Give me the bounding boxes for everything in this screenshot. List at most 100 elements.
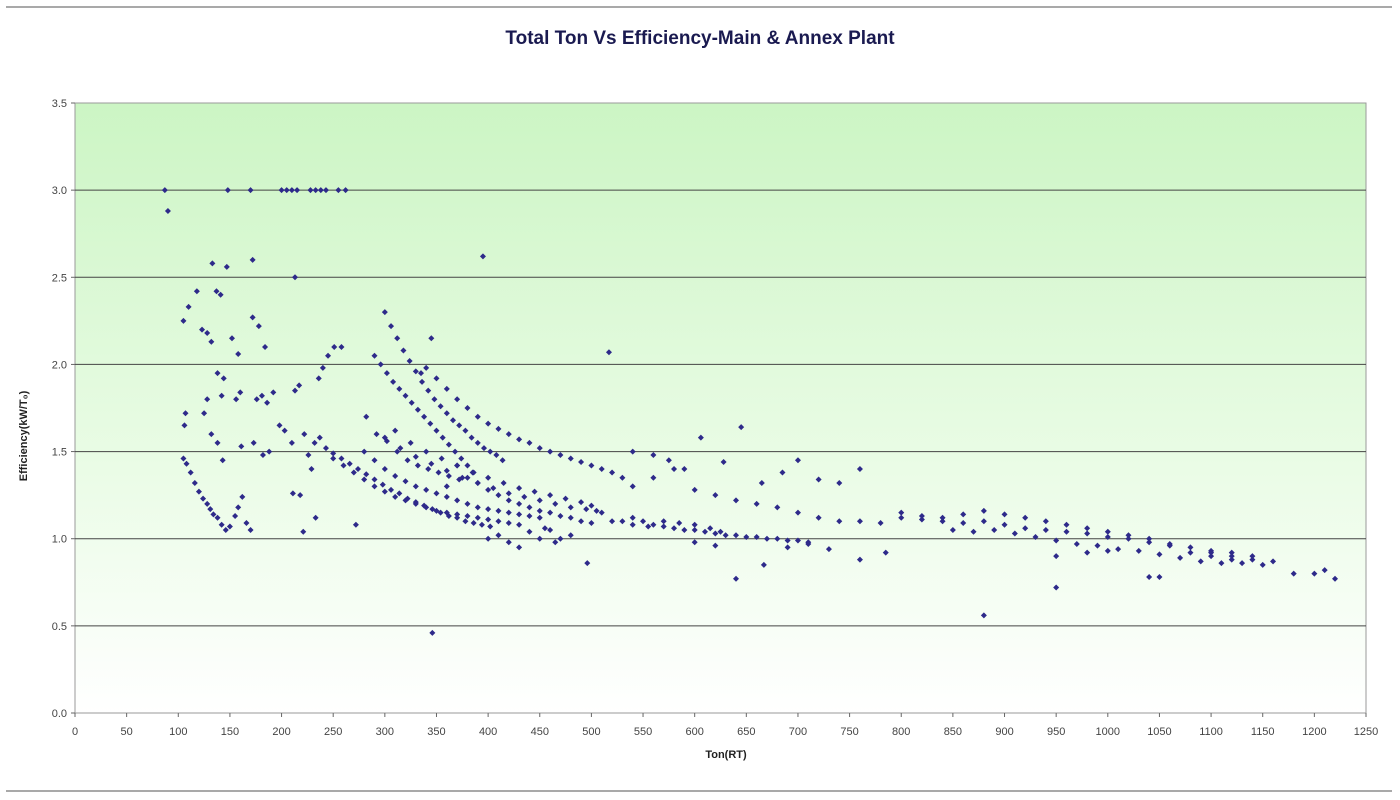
data-point bbox=[495, 518, 502, 525]
data-point bbox=[743, 533, 750, 540]
data-point bbox=[474, 439, 481, 446]
data-point bbox=[691, 539, 698, 546]
data-point bbox=[1032, 533, 1039, 540]
data-point bbox=[485, 474, 492, 481]
data-point bbox=[583, 506, 590, 513]
data-point bbox=[307, 187, 314, 194]
data-point bbox=[1249, 556, 1256, 563]
data-point bbox=[526, 439, 533, 446]
data-point bbox=[228, 335, 235, 342]
y-tick-label: 1.0 bbox=[52, 534, 67, 546]
data-point bbox=[774, 535, 781, 542]
data-point bbox=[183, 460, 190, 467]
data-point bbox=[779, 469, 786, 476]
data-point bbox=[1115, 546, 1122, 553]
data-point bbox=[991, 527, 998, 533]
data-point bbox=[697, 434, 704, 441]
data-point bbox=[433, 427, 440, 434]
data-point bbox=[414, 462, 421, 469]
data-point bbox=[283, 187, 290, 194]
data-point bbox=[435, 469, 442, 476]
data-point bbox=[640, 518, 647, 525]
data-point bbox=[191, 479, 198, 486]
data-point bbox=[474, 504, 481, 511]
data-point bbox=[289, 490, 296, 497]
data-point bbox=[235, 504, 242, 511]
data-point bbox=[412, 368, 419, 375]
data-point bbox=[308, 466, 315, 472]
data-point bbox=[297, 492, 304, 499]
data-point bbox=[454, 497, 461, 504]
x-tick-label: 0 bbox=[72, 726, 78, 738]
data-point bbox=[396, 490, 403, 497]
data-point bbox=[1146, 539, 1153, 546]
data-point bbox=[567, 532, 574, 539]
x-tick-label: 350 bbox=[427, 726, 445, 738]
data-point bbox=[439, 434, 446, 441]
data-point bbox=[536, 445, 543, 452]
data-point bbox=[1166, 540, 1173, 547]
data-point bbox=[918, 516, 925, 523]
data-point bbox=[464, 462, 471, 469]
data-point bbox=[452, 448, 459, 455]
data-point bbox=[354, 466, 361, 472]
data-point bbox=[505, 520, 512, 527]
data-point bbox=[681, 527, 688, 533]
data-point bbox=[249, 314, 256, 321]
data-point bbox=[1197, 558, 1204, 565]
data-point bbox=[629, 483, 636, 490]
data-point bbox=[588, 462, 595, 469]
data-point bbox=[547, 492, 554, 499]
data-point bbox=[291, 274, 298, 281]
data-point bbox=[291, 387, 298, 394]
data-point bbox=[505, 431, 512, 438]
data-point bbox=[200, 495, 207, 502]
data-point bbox=[1104, 533, 1111, 540]
gridlines bbox=[75, 189, 1366, 627]
data-point bbox=[784, 544, 791, 551]
data-point bbox=[392, 427, 399, 434]
data-point bbox=[402, 497, 409, 504]
data-point bbox=[485, 486, 492, 493]
data-point bbox=[1146, 574, 1153, 581]
data-point bbox=[578, 518, 585, 525]
data-point bbox=[454, 511, 461, 518]
data-point bbox=[255, 323, 262, 330]
data-point bbox=[223, 263, 230, 270]
data-point bbox=[526, 513, 533, 520]
data-point bbox=[325, 352, 332, 359]
data-point bbox=[722, 532, 729, 539]
data-point bbox=[270, 389, 277, 396]
data-point bbox=[516, 521, 523, 528]
x-tick-label: 550 bbox=[634, 726, 652, 738]
data-point bbox=[1084, 530, 1091, 537]
data-point bbox=[1011, 530, 1018, 537]
data-point bbox=[464, 474, 471, 481]
data-point bbox=[1146, 535, 1153, 542]
data-point bbox=[219, 457, 226, 464]
data-point bbox=[264, 399, 271, 406]
data-point bbox=[338, 344, 345, 350]
data-point bbox=[249, 256, 256, 263]
data-point bbox=[516, 436, 523, 443]
data-point bbox=[209, 260, 216, 267]
data-point bbox=[317, 187, 324, 194]
data-point bbox=[164, 208, 171, 215]
data-point bbox=[877, 520, 884, 527]
data-point bbox=[1042, 518, 1049, 525]
data-point bbox=[423, 448, 430, 455]
data-point bbox=[217, 291, 224, 298]
data-point bbox=[939, 518, 946, 525]
data-point bbox=[588, 502, 595, 509]
data-point bbox=[1156, 574, 1163, 581]
data-point bbox=[918, 513, 925, 520]
data-point bbox=[180, 317, 187, 324]
data-point bbox=[414, 406, 421, 413]
data-point bbox=[738, 424, 745, 431]
data-point bbox=[593, 507, 600, 514]
data-point bbox=[712, 542, 719, 549]
data-point bbox=[233, 396, 240, 403]
data-point bbox=[516, 511, 523, 518]
data-point bbox=[531, 488, 538, 495]
x-tick-label: 150 bbox=[221, 726, 239, 738]
